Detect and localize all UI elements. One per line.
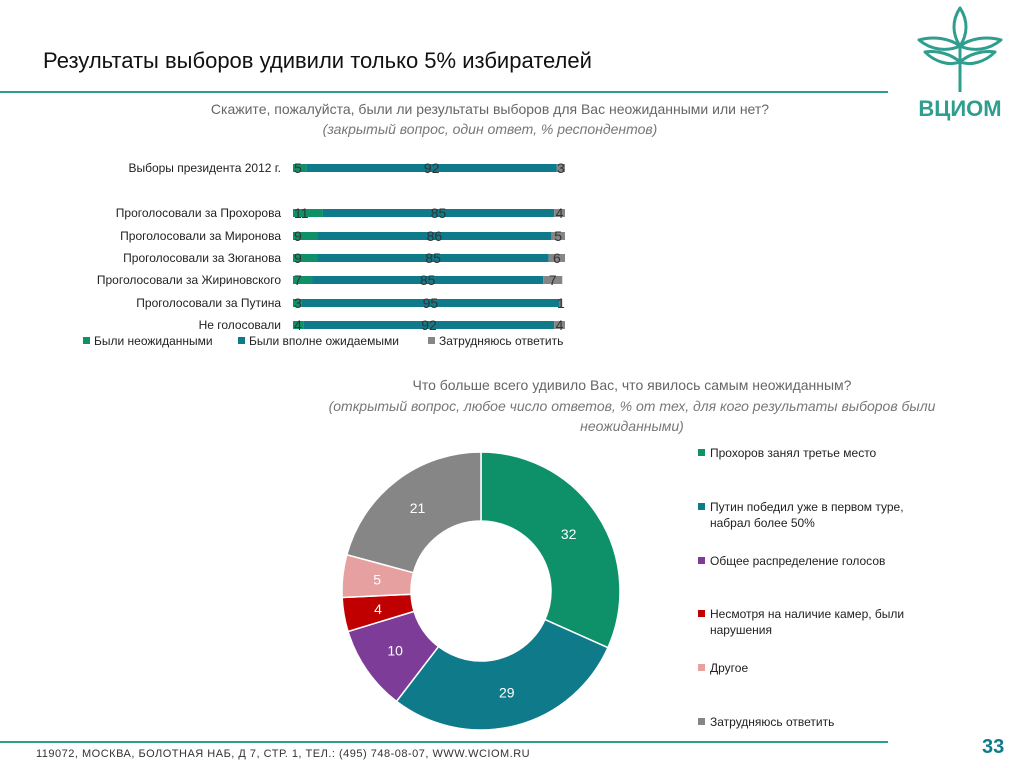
legend-swatch xyxy=(428,337,435,344)
legend-label: Затрудняюсь ответить xyxy=(710,715,835,729)
legend-label: Были вполне ожидаемыми xyxy=(249,334,399,348)
legend-label: Были неожиданными xyxy=(94,334,213,348)
page-title: Результаты выборов удивили только 5% изб… xyxy=(43,48,592,73)
bar-value-label: 4 xyxy=(556,205,564,221)
legend-label: Несмотря на наличие камер, были нарушени… xyxy=(710,607,905,637)
bar-segment xyxy=(293,209,323,217)
donut-value-label: 4 xyxy=(374,601,382,617)
bar-segment xyxy=(559,299,563,307)
bar-segment xyxy=(554,321,565,329)
legend-swatch xyxy=(698,664,705,671)
donut-slice xyxy=(480,451,621,649)
legend-swatch xyxy=(698,718,705,725)
bar-segment xyxy=(556,164,565,172)
bottom-divider xyxy=(0,741,888,743)
bar-value-label: 6 xyxy=(553,250,561,266)
bar-segment xyxy=(293,299,302,307)
donut-legend-item: Общее распределение голосов xyxy=(698,553,928,569)
donut-legend-item: Затрудняюсь ответить xyxy=(698,714,928,730)
bar-value-label: 86 xyxy=(427,228,443,244)
bar-segment xyxy=(293,164,307,172)
bar-segment xyxy=(301,299,560,307)
donut-legend-item: Несмотря на наличие камер, были нарушени… xyxy=(698,606,928,638)
bar-segment xyxy=(303,321,555,329)
bar-value-label: 1 xyxy=(557,295,565,311)
bar-segment xyxy=(293,254,318,262)
bar-segment xyxy=(293,276,313,284)
bar-segment xyxy=(548,254,565,262)
bar-category-label: Проголосовали за Жириновского xyxy=(97,273,281,287)
bar-value-label: 85 xyxy=(431,205,447,221)
bar-value-label: 85 xyxy=(420,272,436,288)
legend-swatch xyxy=(698,610,705,617)
donut-value-label: 5 xyxy=(373,572,381,588)
donut-legend-item: Прохоров занял третье место xyxy=(698,445,928,461)
bar-segment xyxy=(317,232,552,240)
bar-segment xyxy=(312,276,544,284)
bar-value-label: 95 xyxy=(423,295,439,311)
legend-swatch xyxy=(238,337,245,344)
question2-text: Что больше всего удивило Вас, что явилос… xyxy=(412,377,852,393)
legend-label: Затрудняюсь ответить xyxy=(439,334,563,348)
donut-value-label: 10 xyxy=(387,643,403,659)
bar-segment xyxy=(306,164,557,172)
bar-value-label: 3 xyxy=(557,160,565,176)
wciom-logo: ВЦИОМ xyxy=(917,6,1003,121)
donut-slice xyxy=(345,451,482,574)
donut-legend-item: Путин победил уже в первом туре, набрал … xyxy=(698,499,928,531)
bar-category-label: Не голосовали xyxy=(199,318,281,332)
donut-value-label: 21 xyxy=(410,500,426,516)
donut-value-label: 32 xyxy=(561,526,577,542)
legend-label: Прохоров занял третье место xyxy=(710,446,877,460)
question2-note: (открытый вопрос, любое число ответов, %… xyxy=(328,398,936,434)
legend-label: Путин победил уже в первом туре, набрал … xyxy=(710,500,904,530)
tree-icon xyxy=(917,6,1003,92)
donut-legend-item: Другое xyxy=(698,660,928,676)
bar-value-label: 5 xyxy=(554,228,562,244)
question1-text: Скажите, пожалуйста, были ли результаты … xyxy=(210,101,770,117)
bar-segment xyxy=(543,276,563,284)
bar-segment xyxy=(322,209,555,217)
bar-category-label: Выборы президента 2012 г. xyxy=(128,161,281,175)
bar-category-label: Проголосовали за Миронова xyxy=(120,229,281,243)
bar-value-label: 9 xyxy=(294,250,302,266)
bar-segment xyxy=(293,321,304,329)
bar-segment xyxy=(551,232,565,240)
legend-label: Общее распределение голосов xyxy=(710,554,886,568)
bar-segment xyxy=(293,232,318,240)
bar-value-label: 11 xyxy=(294,205,309,221)
bar-segment xyxy=(317,254,549,262)
surprise-donut-chart: 32 29 10 4 5 21 xyxy=(341,451,621,731)
top-divider xyxy=(0,91,888,93)
bar-category-label: Проголосовали за Прохорова xyxy=(116,206,282,220)
legend-label: Другое xyxy=(710,661,749,675)
donut-value-label: 29 xyxy=(499,684,515,700)
legend-swatch xyxy=(698,557,705,564)
bar-value-label: 3 xyxy=(294,295,302,311)
logo-text: ВЦИОМ xyxy=(918,96,1001,121)
donut-slice xyxy=(395,618,609,731)
bar-category-label: Проголосовали за Путина xyxy=(136,296,281,310)
bar-value-label: 7 xyxy=(549,272,557,288)
page-number: 33 xyxy=(982,736,1005,758)
legend-swatch xyxy=(698,503,705,510)
question1-note: (закрытый вопрос, один ответ, % респонде… xyxy=(322,121,658,137)
bar-category-label: Проголосовали за Зюганова xyxy=(123,251,281,265)
bar-value-label: 92 xyxy=(424,160,440,176)
bar-value-label: 85 xyxy=(425,250,441,266)
bar-value-label: 5 xyxy=(294,160,302,176)
footer-address: 119072, МОСКВА, БОЛОТНАЯ НАБ, Д 7, СТР. … xyxy=(36,748,531,760)
bar-value-label: 9 xyxy=(294,228,302,244)
bar-value-label: 4 xyxy=(294,317,302,333)
legend-swatch xyxy=(83,337,90,344)
bar-value-label: 7 xyxy=(294,272,302,288)
expectation-bar-chart: Выборы президента 2012 г. 5 92 3 Проголосова… xyxy=(83,160,565,348)
bar-value-label: 92 xyxy=(421,317,437,333)
bar-value-label: 4 xyxy=(556,317,564,333)
legend-swatch xyxy=(698,449,705,456)
bar-segment xyxy=(554,209,565,217)
